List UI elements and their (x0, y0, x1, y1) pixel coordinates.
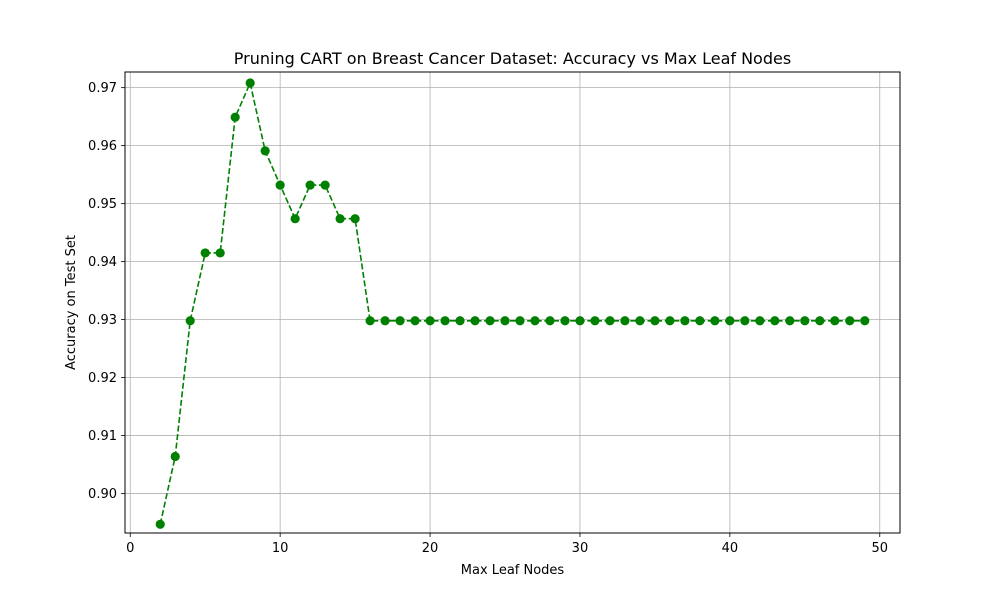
data-point-marker (425, 316, 435, 326)
data-point-marker (710, 316, 720, 326)
axis-ticks: 0 10 20 30 40 50 0.90 0.91 0.92 0.93 0.94 0.95 0.96 0… (88, 81, 888, 556)
x-tick-label: 10 (272, 541, 289, 556)
data-point-marker (680, 316, 690, 326)
data-point-marker (230, 112, 240, 122)
y-tick-label: 0.96 (88, 139, 117, 154)
y-tick-label: 0.93 (88, 313, 117, 328)
x-axis-label: Max Leaf Nodes (461, 563, 565, 578)
data-point-marker (635, 316, 645, 326)
data-point-marker (350, 214, 360, 224)
data-point-marker (155, 519, 165, 529)
y-tick-label: 0.92 (88, 371, 117, 386)
data-point-marker (545, 316, 555, 326)
data-point-marker (335, 214, 345, 224)
data-point-marker (410, 316, 420, 326)
x-tick-label: 50 (871, 541, 888, 556)
data-point-marker (260, 146, 270, 156)
y-tick-label: 0.95 (88, 197, 117, 212)
y-tick-label: 0.90 (88, 487, 117, 502)
accuracy-series (155, 78, 870, 529)
data-point-marker (605, 316, 615, 326)
data-point-marker (485, 316, 495, 326)
y-tick-label: 0.94 (88, 255, 117, 270)
chart-title: Pruning CART on Breast Cancer Dataset: A… (234, 49, 791, 68)
y-tick-label: 0.97 (88, 81, 117, 96)
data-point-marker (860, 316, 870, 326)
data-point-marker (695, 316, 705, 326)
plot-area-frame (124, 71, 901, 534)
data-point-marker (440, 316, 450, 326)
x-tick-label: 0 (126, 541, 134, 556)
data-point-marker (560, 316, 570, 326)
data-point-marker (725, 316, 735, 326)
x-tick-label: 40 (722, 541, 739, 556)
data-point-marker (515, 316, 525, 326)
data-point-marker (815, 316, 825, 326)
data-point-marker (755, 316, 765, 326)
grid-lines (125, 72, 900, 533)
data-point-marker (500, 316, 510, 326)
data-point-marker (620, 316, 630, 326)
x-tick-label: 20 (422, 541, 439, 556)
data-point-marker (320, 180, 330, 190)
data-point-marker (830, 316, 840, 326)
data-point-marker (845, 316, 855, 326)
y-axis-label: Accuracy on Test Set (64, 235, 79, 370)
data-point-marker (200, 248, 210, 258)
data-point-marker (245, 78, 255, 88)
data-point-marker (470, 316, 480, 326)
data-point-marker (305, 180, 315, 190)
data-point-marker (170, 451, 180, 462)
x-tick-label: 30 (572, 541, 589, 556)
data-point-marker (650, 316, 660, 326)
data-point-marker (770, 316, 780, 326)
data-point-marker (800, 316, 810, 326)
data-point-marker (590, 316, 600, 326)
data-point-marker (185, 316, 195, 326)
y-tick-label: 0.91 (88, 429, 117, 444)
data-point-marker (215, 248, 225, 258)
data-point-marker (290, 214, 300, 224)
data-point-marker (275, 180, 285, 190)
data-point-marker (455, 316, 465, 326)
data-point-marker (575, 316, 585, 326)
data-point-marker (365, 316, 375, 326)
data-point-marker (740, 316, 750, 326)
data-point-marker (380, 316, 390, 326)
data-point-marker (395, 316, 405, 326)
data-point-marker (530, 316, 540, 326)
data-point-marker (665, 316, 675, 326)
data-point-marker (785, 316, 795, 326)
